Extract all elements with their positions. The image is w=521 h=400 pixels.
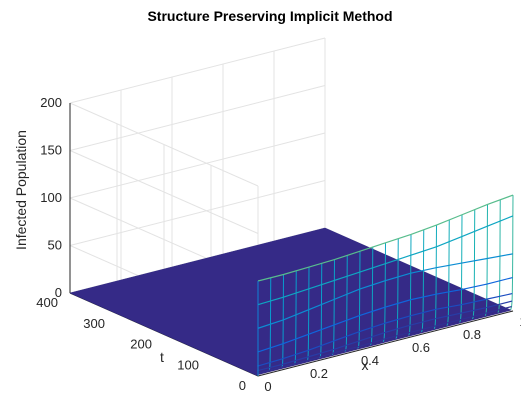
mesh-line-x bbox=[395, 238, 399, 340]
mesh-line-x bbox=[433, 225, 437, 330]
x-axis-label: x bbox=[362, 357, 369, 373]
mesh-line-t bbox=[255, 309, 511, 376]
mesh-line-x bbox=[484, 204, 488, 317]
z-axis-label: Infected Population bbox=[13, 130, 29, 250]
t-tick-label: 400 bbox=[36, 295, 58, 310]
x-axis-line bbox=[257, 310, 514, 377]
mesh-line-t bbox=[256, 300, 513, 372]
grid-line bbox=[69, 85, 326, 151]
x-tick-label: 0.4 bbox=[361, 353, 379, 368]
mesh-line-x bbox=[510, 195, 514, 311]
tick-labels: 00.20.40.60.810100200300400050100150200 bbox=[36, 95, 521, 394]
t-tick-label: 300 bbox=[83, 316, 105, 331]
mesh-line-x bbox=[357, 251, 361, 350]
mesh-line-x bbox=[459, 214, 463, 324]
floor-surface bbox=[69, 227, 512, 376]
t-tick-label: 100 bbox=[177, 357, 199, 372]
mesh-line-x bbox=[344, 255, 348, 353]
z-tick-label: 100 bbox=[40, 190, 62, 205]
z-tick-label: 150 bbox=[40, 143, 62, 158]
mesh-line-x bbox=[471, 209, 476, 320]
x-tick-label: 0.8 bbox=[463, 327, 481, 342]
mesh-line-x bbox=[369, 246, 374, 346]
chart-title: Structure Preserving Implicit Method bbox=[147, 8, 392, 24]
mesh-line-t bbox=[257, 215, 514, 306]
grid-line bbox=[69, 37, 326, 104]
mesh-line-t bbox=[257, 276, 513, 353]
x-tick-label: 0.6 bbox=[412, 340, 430, 355]
mesh-line-t bbox=[257, 194, 514, 282]
mesh-line-x bbox=[382, 242, 386, 343]
x-tick-label: 0.2 bbox=[310, 366, 328, 381]
z-tick-label: 0 bbox=[55, 285, 62, 300]
mesh-line-x bbox=[446, 219, 450, 327]
surface-mesh bbox=[255, 194, 514, 376]
x-tick-label: 0 bbox=[264, 379, 271, 394]
grid-line bbox=[69, 132, 326, 199]
mesh-line-t bbox=[257, 293, 513, 367]
t-tick-label: 200 bbox=[130, 337, 152, 352]
mesh-line-x bbox=[408, 234, 412, 337]
y-axis-label: t bbox=[160, 349, 164, 365]
z-tick-label: 200 bbox=[40, 95, 62, 110]
t-tick-label: 0 bbox=[239, 378, 246, 393]
x-tick-label: 1 bbox=[519, 314, 521, 329]
mesh-line-x bbox=[497, 199, 501, 314]
mesh-line-t bbox=[257, 253, 513, 329]
floor-plane bbox=[69, 227, 512, 376]
grid-line bbox=[69, 180, 326, 246]
z-tick-label: 50 bbox=[48, 238, 62, 253]
mesh-line-t bbox=[256, 305, 512, 375]
mesh-line-x bbox=[420, 229, 425, 333]
